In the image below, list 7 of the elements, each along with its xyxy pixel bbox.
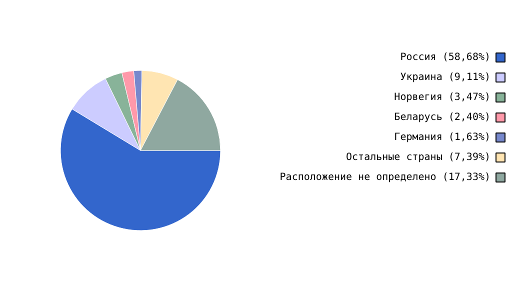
legend-label: Остальные страны (7,39%) [346, 152, 491, 163]
legend-label: Расположение не определено (17,33%) [280, 172, 490, 183]
legend-label: Россия (58,68%) [400, 52, 491, 63]
legend-label: Германия (1,63%) [394, 132, 490, 143]
legend-label: Беларусь (2,40%) [394, 112, 490, 123]
legend-label: Норвегия (3,47%) [394, 92, 490, 103]
legend-label: Украина (9,11%) [400, 72, 491, 83]
